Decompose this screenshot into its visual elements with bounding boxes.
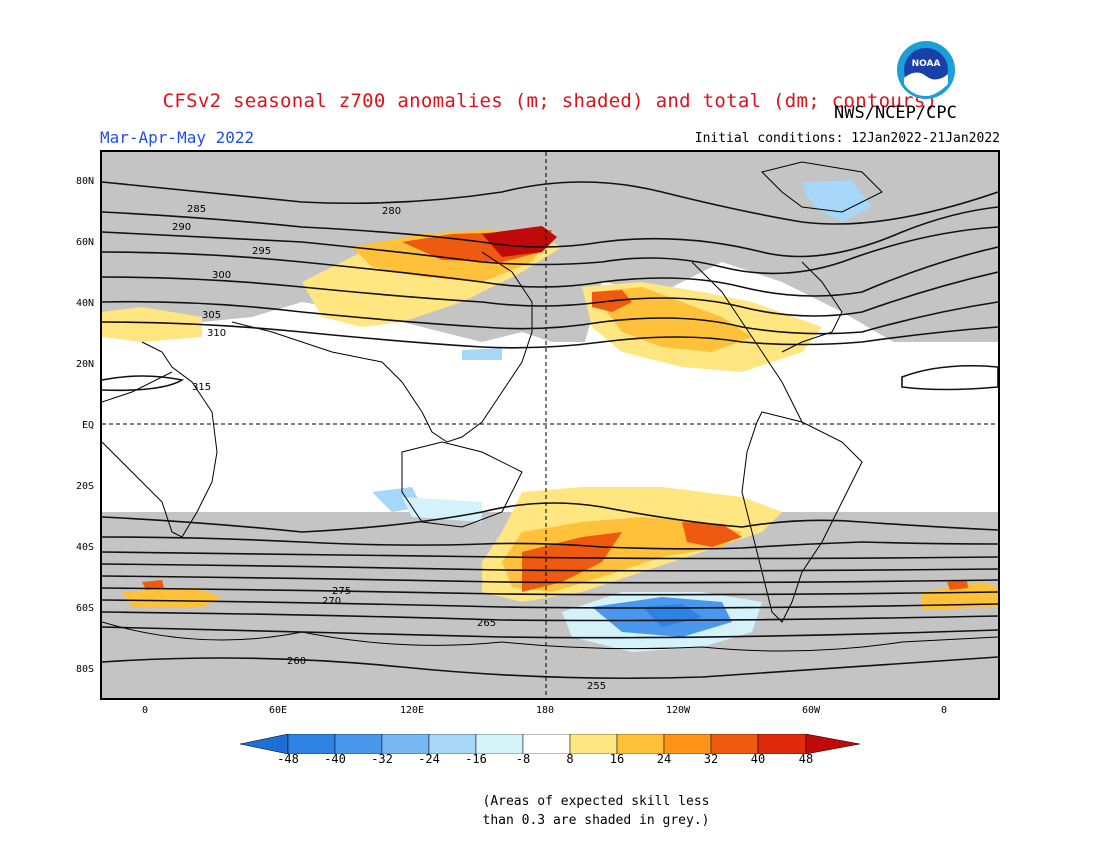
lat-label-20s: 20S	[75, 481, 94, 492]
lon-label-0: 0	[141, 705, 149, 716]
contour-label: 265	[477, 618, 496, 629]
lon-label-120e: 120E	[399, 705, 425, 716]
height-contours	[102, 181, 998, 680]
colorbar-swatch	[381, 734, 430, 754]
colorbar-label: 40	[750, 752, 766, 766]
lon-label-0-east: 0	[940, 705, 948, 716]
lat-label-40s: 40S	[75, 542, 94, 553]
colorbar-label: -48	[277, 752, 299, 766]
contour-label: 285	[187, 204, 206, 215]
contour-label: 255	[587, 681, 606, 692]
lon-label-60e: 60E	[268, 705, 288, 716]
colorbar-label: -24	[418, 752, 440, 766]
colorbar	[240, 734, 860, 754]
positive-anomaly-shading	[102, 226, 998, 610]
contour-label: 315	[192, 382, 211, 393]
colorbar-swatch	[757, 734, 807, 754]
contour-label: 280	[382, 206, 401, 217]
chart-title: CFSv2 seasonal z700 anomalies (m; shaded…	[162, 90, 938, 112]
skill-note-line-2: than 0.3 are shaded in grey.)	[482, 813, 710, 828]
colorbar-label: 32	[703, 752, 719, 766]
colorbar-swatch	[334, 734, 383, 754]
colorbar-label: -40	[324, 752, 346, 766]
contour-label: 270	[322, 596, 341, 607]
lat-label-20n: 20N	[75, 359, 94, 370]
lat-label-40n: 40N	[75, 298, 94, 309]
contour-label: 275	[332, 586, 351, 597]
noaa-logo-text: NOAA	[912, 59, 941, 69]
lon-label-60w: 60W	[801, 705, 821, 716]
noaa-logo-icon: NOAA	[896, 40, 956, 100]
colorbar-label: 8	[566, 752, 574, 766]
contour-label: 290	[172, 222, 191, 233]
lat-label-60s: 60S	[75, 603, 94, 614]
colorbar-label: 48	[798, 752, 814, 766]
lon-label-120w: 120W	[665, 705, 691, 716]
colorbar-label: -8	[515, 752, 531, 766]
lon-label-180: 180	[535, 705, 555, 716]
colorbar-label: 24	[656, 752, 672, 766]
contour-label: 300	[212, 270, 231, 281]
colorbar-swatch	[428, 734, 477, 754]
contour-label: 295	[252, 246, 271, 257]
colorbar-swatch	[475, 734, 524, 754]
contour-label: 310	[207, 328, 226, 339]
colorbar-label: -16	[465, 752, 487, 766]
lat-label-60n: 60N	[75, 237, 94, 248]
colorbar-arrow-right	[805, 734, 860, 754]
map-svg: 285 290 295 300 305 310 315 280 275 270 …	[102, 152, 998, 698]
colorbar-swatch	[663, 734, 712, 754]
coastlines	[102, 161, 998, 652]
colorbar-swatch	[569, 734, 618, 754]
contour-label: 305	[202, 310, 221, 321]
colorbar-label: 16	[609, 752, 625, 766]
skill-note: (Areas of expected skill less than 0.3 a…	[0, 792, 1100, 830]
colorbar-arrow-left	[240, 734, 289, 754]
skill-note-line-1: (Areas of expected skill less	[482, 794, 710, 809]
tropical-region	[102, 342, 998, 512]
agency-label: NWS/NCEP/CPC	[834, 103, 957, 123]
initial-conditions-label: Initial conditions: 12Jan2022-21Jan2022	[694, 131, 1000, 146]
colorbar-swatch	[287, 734, 336, 754]
season-label: Mar-Apr-May 2022	[100, 128, 255, 147]
colorbar-swatch	[710, 734, 759, 754]
lat-label-80n: 80N	[75, 176, 94, 187]
contour-labels: 285 290 295 300 305 310 315 280 275 270 …	[172, 204, 606, 692]
contour-label: 260	[287, 656, 306, 667]
colorbar-label: -32	[371, 752, 393, 766]
lat-label-eq: EQ	[81, 420, 94, 431]
colorbar-swatch	[522, 734, 571, 754]
lat-label-80s: 80S	[75, 664, 94, 675]
map-panel: 285 290 295 300 305 310 315 280 275 270 …	[100, 150, 1000, 700]
colorbar-swatch	[616, 734, 665, 754]
